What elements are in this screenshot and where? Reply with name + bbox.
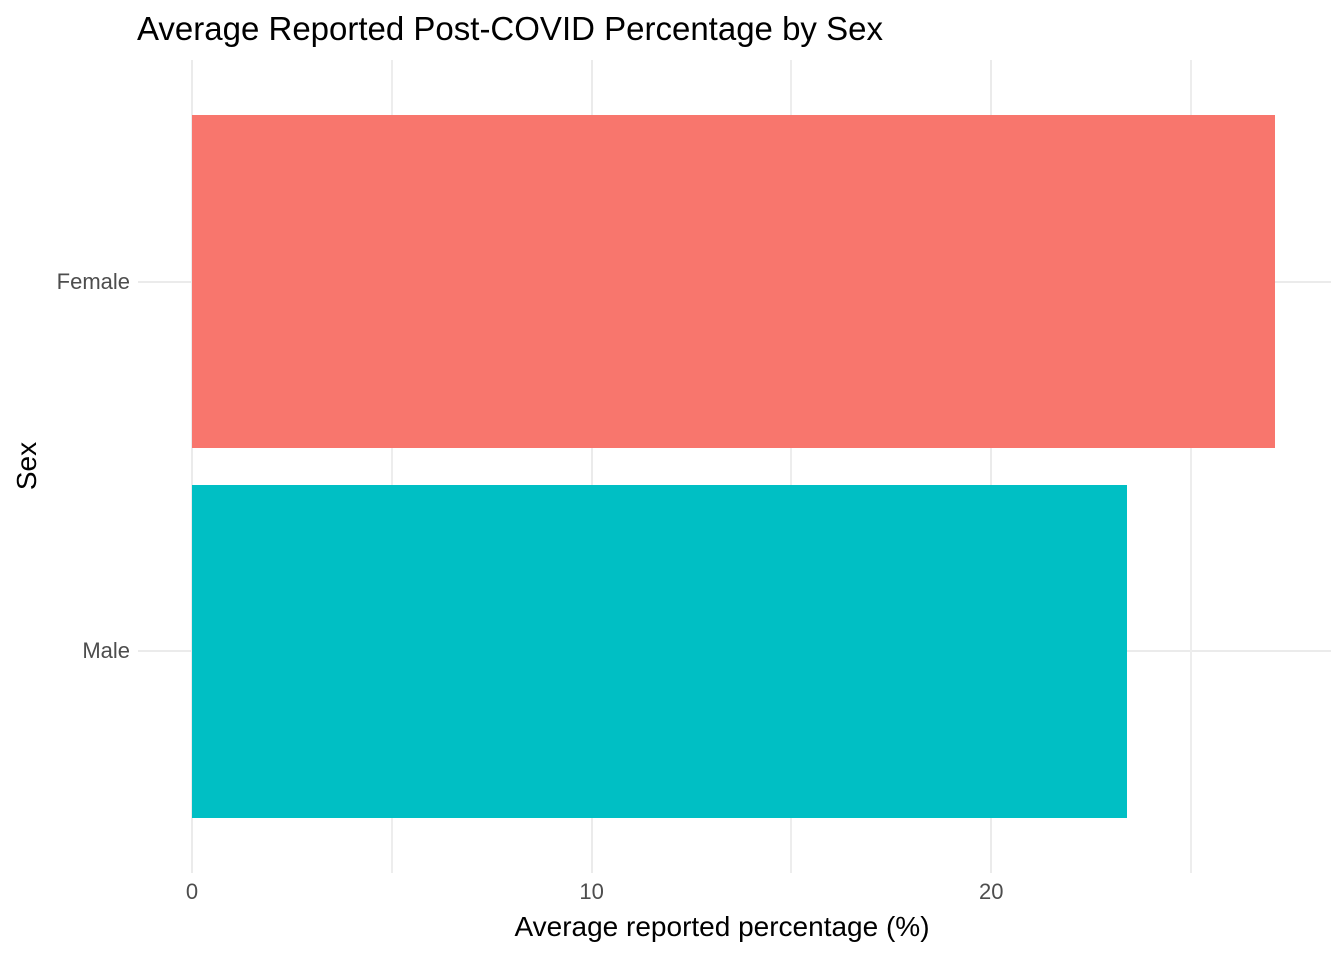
gridline-vertical-minor xyxy=(1190,60,1193,873)
y-axis-title: Sex xyxy=(11,441,42,491)
x-axis-title: Average reported percentage (%) xyxy=(514,911,930,942)
bar-male xyxy=(191,484,1128,818)
gridline-vertical-major xyxy=(990,60,993,873)
y-tick-label-female: Female xyxy=(56,268,130,294)
gridline-vertical-major xyxy=(190,60,193,873)
gridline-vertical-major xyxy=(590,60,593,873)
x-tick-label-10: 10 xyxy=(579,879,604,904)
y-tick-label-male: Male xyxy=(82,638,130,664)
bar-female xyxy=(191,115,1276,448)
x-tick-label-0: 0 xyxy=(185,879,199,904)
x-tick-label-20: 20 xyxy=(979,879,1004,904)
chart-title: Average Reported Post-COVID Percentage b… xyxy=(137,10,883,47)
gridline-vertical-minor xyxy=(790,60,793,873)
plot-panel xyxy=(138,60,1331,873)
gridline-vertical-minor xyxy=(390,60,393,873)
